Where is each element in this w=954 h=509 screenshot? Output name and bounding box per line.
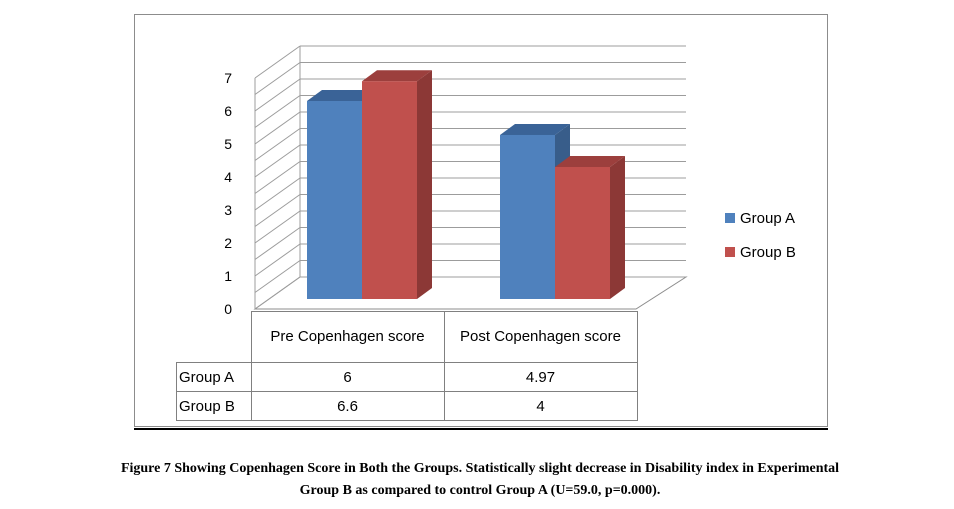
bar-group-a: [307, 101, 362, 299]
side-gridline: [254, 128, 301, 161]
bar-group-b: [362, 81, 417, 299]
legend-label-group-a: Group A: [740, 209, 796, 227]
side-gridline: [254, 194, 301, 227]
bar-group-b: [555, 167, 610, 299]
side-gridline: [254, 177, 301, 211]
side-gridline: [254, 111, 301, 145]
side-gridline: [254, 45, 301, 79]
legend-swatch-group-b: [725, 247, 735, 257]
y-tick-label: 4: [224, 169, 232, 185]
side-gridline: [254, 260, 301, 293]
bar-group-a: [500, 134, 555, 299]
bar-side-group-b: [610, 156, 625, 299]
table-header-post: Post Copenhagen score: [443, 311, 638, 363]
side-gridline: [254, 161, 301, 194]
caption-divider: [134, 428, 828, 430]
table-header-pre: Pre Copenhagen score: [250, 311, 445, 363]
side-gridline: [254, 210, 301, 244]
bar-top-group-b: [362, 70, 432, 82]
y-tick-label: 1: [224, 268, 232, 284]
y-tick-label: 7: [224, 70, 232, 86]
bar-top-group-b: [555, 156, 625, 167]
y-tick-label: 3: [224, 202, 232, 218]
table-row-label-group-a: Group A: [176, 362, 252, 392]
bar-top-group-a: [307, 90, 377, 101]
table-cell-group-a-post: 4.97: [443, 362, 638, 392]
y-tick-label: 5: [224, 136, 232, 152]
y-tick-label: 6: [224, 103, 232, 119]
side-gridline: [254, 144, 301, 178]
bar-side-group-b: [417, 70, 432, 299]
caption-line-1: Figure 7 Showing Copenhagen Score in Bot…: [120, 461, 840, 476]
side-gridline: [254, 276, 301, 310]
chart-legend: Group A Group B: [725, 201, 796, 269]
legend-item-group-b: Group B: [725, 235, 796, 269]
side-gridline: [254, 78, 301, 112]
y-tick-label: 0: [224, 301, 232, 317]
side-gridline: [254, 243, 301, 277]
table-cell-group-b-pre: 6.6: [250, 391, 445, 421]
data-table: Pre Copenhagen score Post Copenhagen sco…: [176, 311, 638, 421]
legend-label-group-b: Group B: [740, 243, 796, 261]
table-cell-group-a-pre: 6: [250, 362, 445, 392]
side-gridline: [254, 227, 301, 260]
table-row-label-group-b: Group B: [176, 391, 252, 421]
figure-caption: Figure 7 Showing Copenhagen Score in Bot…: [30, 458, 930, 502]
side-gridline: [254, 95, 301, 128]
y-tick-label: 2: [224, 235, 232, 251]
legend-item-group-a: Group A: [725, 201, 796, 235]
table-cell-group-b-post: 4: [443, 391, 638, 421]
side-gridline: [254, 62, 301, 95]
legend-swatch-group-a: [725, 213, 735, 223]
bar-top-group-a: [500, 123, 570, 135]
caption-line-2: Group B as compared to control Group A (…: [299, 483, 661, 498]
table-corner: [177, 312, 252, 363]
